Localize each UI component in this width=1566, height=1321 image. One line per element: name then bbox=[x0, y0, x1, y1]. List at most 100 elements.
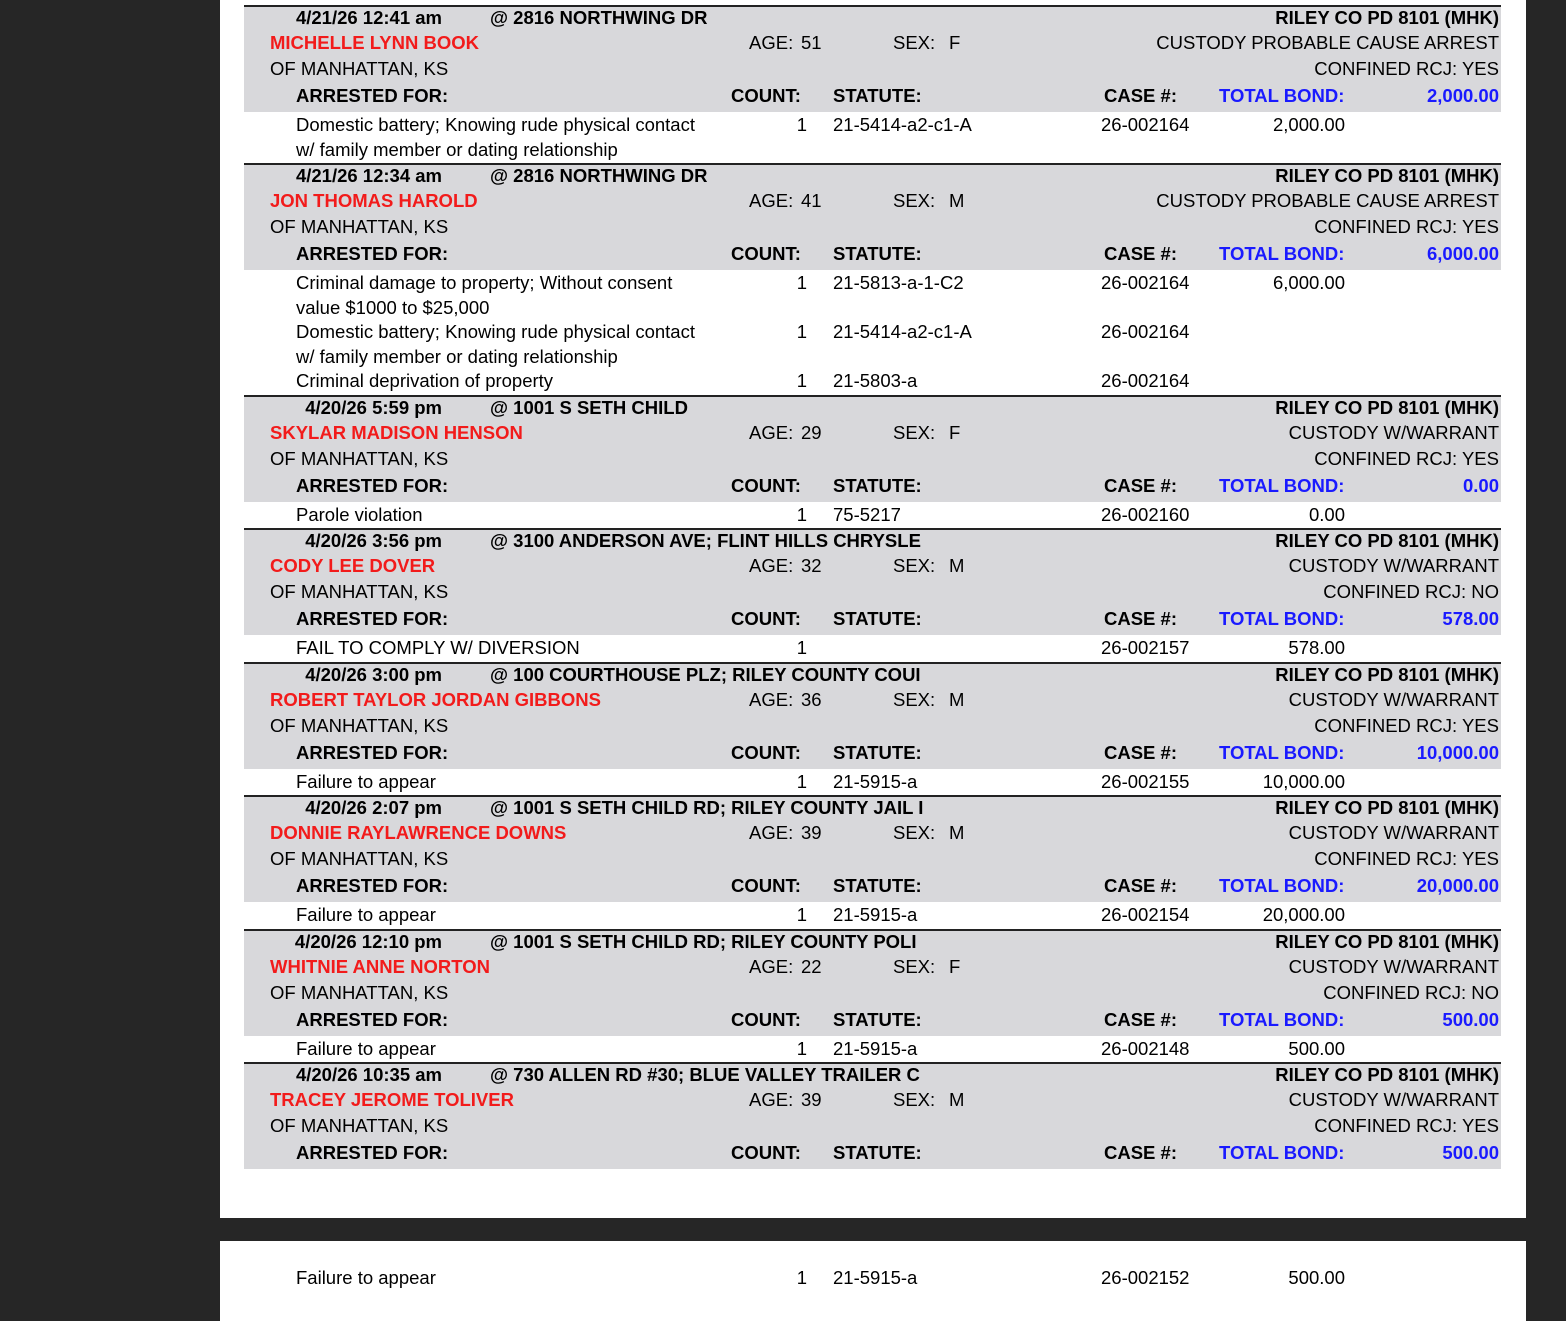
arrest-datetime: 4/20/26 5:59 pm bbox=[305, 396, 442, 418]
total-bond-label: TOTAL BOND: bbox=[1219, 608, 1345, 629]
custody-type: CUSTODY PROBABLE CAUSE ARREST bbox=[1156, 190, 1499, 211]
sex-label: SEX: bbox=[893, 1089, 936, 1110]
charge-description: Failure to appear bbox=[296, 904, 436, 925]
confined-value: YES bbox=[1461, 714, 1499, 736]
charge-count: 1 bbox=[796, 321, 807, 342]
case-number-label: CASE #: bbox=[1104, 741, 1177, 763]
pdf-page-2: Failure to appear 1 21-5915-a 26-002152 500.… bbox=[220, 1241, 1526, 1321]
agency: RILEY CO PD 8101 (MHK) bbox=[1275, 396, 1499, 418]
arrest-record: 4/20/26 10:35 am @ 730 ALLEN RD #30; BLUE… bbox=[244, 1062, 1501, 1169]
pdf-page-1: 4/21/26 12:41 am @ 2816 NORTHWING DR RILEY… bbox=[220, 0, 1526, 1218]
arrested-for-label: ARRESTED FOR: bbox=[296, 1008, 449, 1030]
arrestee-name: SKYLAR MADISON HENSON bbox=[270, 421, 523, 443]
continued-charges: Failure to appear 1 21-5915-a 26-002152 500.… bbox=[244, 1265, 1501, 1290]
age-value: 36 bbox=[801, 688, 822, 710]
agency: RILEY CO PD 8101 (MHK) bbox=[1275, 797, 1499, 818]
total-bond-label: TOTAL BOND: bbox=[1219, 85, 1345, 106]
arrest-record: 4/20/26 12:10 pm @ 1001 S SETH CHILD RD; … bbox=[244, 928, 1501, 1061]
count-label: COUNT: bbox=[731, 1008, 801, 1030]
confined-status: CONFINED RCJ: YES bbox=[1314, 715, 1499, 737]
age-label: AGE: bbox=[749, 822, 794, 843]
charge-count: 1 bbox=[796, 114, 807, 135]
charge-bond: 578.00 bbox=[1288, 637, 1345, 658]
arrestee-name: ROBERT TAYLOR JORDAN GIBBONS bbox=[270, 688, 601, 710]
residence: OF MANHATTAN, KS bbox=[270, 581, 449, 602]
custody-type: CUSTODY W/WARRANT bbox=[1288, 1089, 1499, 1110]
arrested-for-label: ARRESTED FOR: bbox=[296, 85, 449, 106]
charge-bond: 2,000.00 bbox=[1272, 114, 1345, 135]
arrested-for-label: ARRESTED FOR: bbox=[296, 474, 449, 496]
charge-row: Failure to appear 1 21-5915-a 26-002148 500.… bbox=[244, 1036, 1501, 1061]
residence: OF MANHATTAN, KS bbox=[270, 447, 449, 469]
confined-label: CONFINED RCJ: bbox=[1314, 216, 1458, 237]
charge-row: Parole violation 1 75-5217 26-002160 0.00 bbox=[244, 502, 1501, 527]
total-bond-label: TOTAL BOND: bbox=[1219, 1008, 1345, 1030]
case-number-label: CASE #: bbox=[1104, 608, 1177, 629]
arrest-address: @ 730 ALLEN RD #30; BLUE VALLEY TRAILER … bbox=[490, 1064, 920, 1085]
total-bond-label: TOTAL BOND: bbox=[1219, 474, 1345, 496]
arrested-for-label: ARRESTED FOR: bbox=[296, 608, 449, 629]
sex-label: SEX: bbox=[893, 822, 936, 843]
arrest-address: @ 1001 S SETH CHILD bbox=[490, 396, 688, 418]
charge-description: Domestic battery; Knowing rude physical … bbox=[296, 321, 695, 342]
residence: OF MANHATTAN, KS bbox=[270, 58, 449, 79]
residence: OF MANHATTAN, KS bbox=[270, 981, 449, 1003]
confined-value: YES bbox=[1461, 216, 1499, 237]
arrested-for-label: ARRESTED FOR: bbox=[296, 1142, 449, 1163]
case-number-label: CASE #: bbox=[1104, 85, 1177, 106]
charge-count: 1 bbox=[796, 272, 807, 293]
charge-description: Failure to appear bbox=[296, 1037, 436, 1059]
age-label: AGE: bbox=[749, 555, 794, 576]
age-value: 51 bbox=[801, 32, 822, 53]
record-header: 4/20/26 3:00 pm @ 100 COURTHOUSE PLZ; RIL… bbox=[244, 663, 1501, 769]
count-label: COUNT: bbox=[731, 85, 801, 106]
confined-value: NO bbox=[1471, 581, 1499, 602]
charge-statute: 21-5813-a-1-C2 bbox=[833, 272, 964, 293]
arrest-address: @ 2816 NORTHWING DR bbox=[490, 165, 708, 186]
record-header: 4/20/26 3:56 pm @ 3100 ANDERSON AVE; FLIN… bbox=[244, 530, 1501, 635]
charge-row: w/ family member or dating relationship bbox=[244, 344, 1501, 369]
charge-row: FAIL TO COMPLY W/ DIVERSION 1 26-002157 578… bbox=[244, 635, 1501, 660]
charge-count: 1 bbox=[796, 503, 807, 525]
agency: RILEY CO PD 8101 (MHK) bbox=[1275, 663, 1499, 685]
age-label: AGE: bbox=[749, 1089, 794, 1110]
sex-value: F bbox=[949, 421, 961, 443]
confined-status: CONFINED RCJ: YES bbox=[1314, 216, 1499, 238]
charge-row: Failure to appear 1 21-5915-a 26-002155 10,0… bbox=[244, 769, 1501, 794]
record-header: 4/20/26 2:07 pm @ 1001 S SETH CHILD RD; R… bbox=[244, 797, 1501, 902]
arrest-record: 4/20/26 5:59 pm @ 1001 S SETH CHILD RILEY … bbox=[244, 394, 1501, 527]
charge-description: value $1000 to $25,000 bbox=[296, 296, 490, 318]
confined-label: CONFINED RCJ: bbox=[1323, 981, 1467, 1003]
total-bond-value: 20,000.00 bbox=[1416, 875, 1499, 896]
residence: OF MANHATTAN, KS bbox=[270, 216, 449, 237]
confined-label: CONFINED RCJ: bbox=[1323, 581, 1467, 602]
arrest-record: 4/20/26 2:07 pm @ 1001 S SETH CHILD RD; R… bbox=[244, 795, 1501, 927]
age-value: 41 bbox=[801, 190, 822, 211]
confined-label: CONFINED RCJ: bbox=[1314, 58, 1458, 79]
charge-case-number: 26-002154 bbox=[1101, 904, 1190, 925]
arrest-address: @ 3100 ANDERSON AVE; FLINT HILLS CHRYSLE bbox=[490, 530, 921, 551]
arrest-datetime: 4/20/26 2:07 pm bbox=[305, 797, 442, 818]
count-label: COUNT: bbox=[731, 875, 801, 896]
arrest-address: @ 100 COURTHOUSE PLZ; RILEY COUNTY COUI bbox=[490, 663, 921, 685]
total-bond-value: 578.00 bbox=[1442, 608, 1499, 629]
sex-label: SEX: bbox=[893, 688, 936, 710]
confined-status: CONFINED RCJ: YES bbox=[1314, 58, 1499, 80]
charge-description: Criminal damage to property; Without con… bbox=[296, 272, 673, 293]
arrest-record: 4/20/26 3:56 pm @ 3100 ANDERSON AVE; FLIN… bbox=[244, 528, 1501, 660]
total-bond-value: 10,000.00 bbox=[1416, 741, 1499, 763]
confined-value: NO bbox=[1471, 981, 1499, 1003]
charge-statute: 21-5915-a bbox=[833, 1267, 918, 1288]
count-label: COUNT: bbox=[731, 608, 801, 629]
charge-case-number: 26-002164 bbox=[1101, 370, 1190, 391]
agency: RILEY CO PD 8101 (MHK) bbox=[1275, 930, 1499, 952]
age-value: 29 bbox=[801, 421, 822, 443]
arrest-address: @ 1001 S SETH CHILD RD; RILEY COUNTY POL… bbox=[490, 930, 917, 952]
confined-label: CONFINED RCJ: bbox=[1314, 447, 1458, 469]
charge-row: Failure to appear 1 21-5915-a 26-002154 20,0… bbox=[244, 902, 1501, 927]
arrest-datetime: 4/20/26 3:00 pm bbox=[305, 663, 442, 685]
charge-statute: 21-5803-a bbox=[833, 370, 918, 391]
case-number-label: CASE #: bbox=[1104, 875, 1177, 896]
custody-type: CUSTODY W/WARRANT bbox=[1288, 688, 1499, 710]
custody-type: CUSTODY W/WARRANT bbox=[1288, 822, 1499, 843]
